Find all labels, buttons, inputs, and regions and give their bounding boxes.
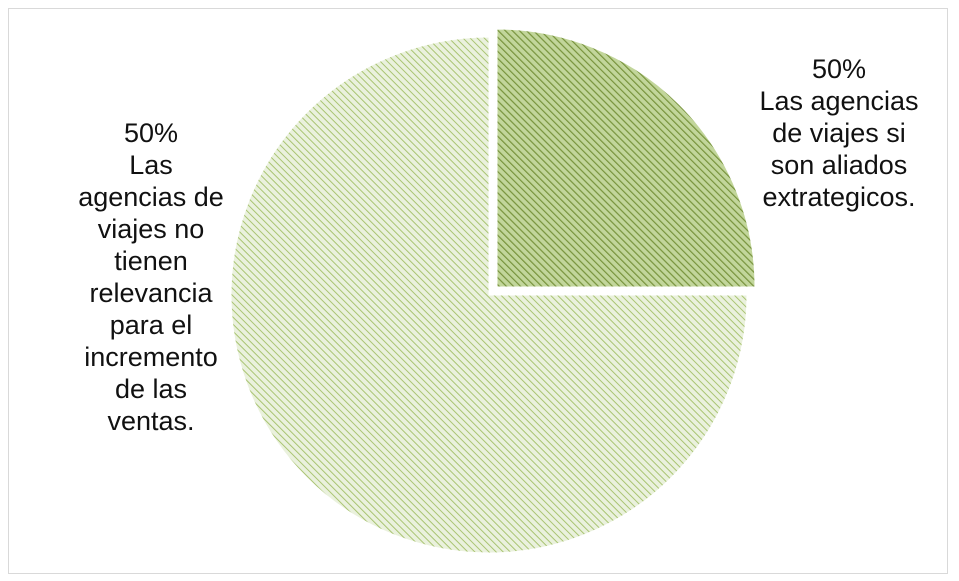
slice-category-line: incremento [84,342,218,372]
slice-category-line: de viajes si [772,118,906,148]
chart-frame: 50% Las agencias de viajes si son aliado… [8,8,948,574]
slice-label-aliados: 50% Las agencias de viajes si son aliado… [739,53,939,213]
slice-category-line: para el [109,310,193,340]
slice-category-line: viajes no [97,214,205,244]
slice-value-label: 50% [123,118,179,148]
pie-chart [230,28,756,554]
slice-category-line: ventas. [107,406,195,436]
slice-category-line: extrategicos. [762,182,916,212]
slice-category-line: Las [129,150,173,180]
slice-category-line: agencias de [78,182,224,212]
slice-value-label: 50% [811,54,867,84]
slice-category-line: son aliados [770,150,908,180]
pie-slice-no-relevancia [230,36,748,554]
pie-slice-aliados [496,28,756,288]
slice-category-line: relevancia [89,278,213,308]
slice-category-line: tienen [114,246,188,276]
slice-category-line: Las agencias [759,86,919,116]
slice-category-line: de las [114,374,188,404]
slice-label-no-relevancia: 50% Las agencias de viajes no tienen rel… [51,117,251,437]
